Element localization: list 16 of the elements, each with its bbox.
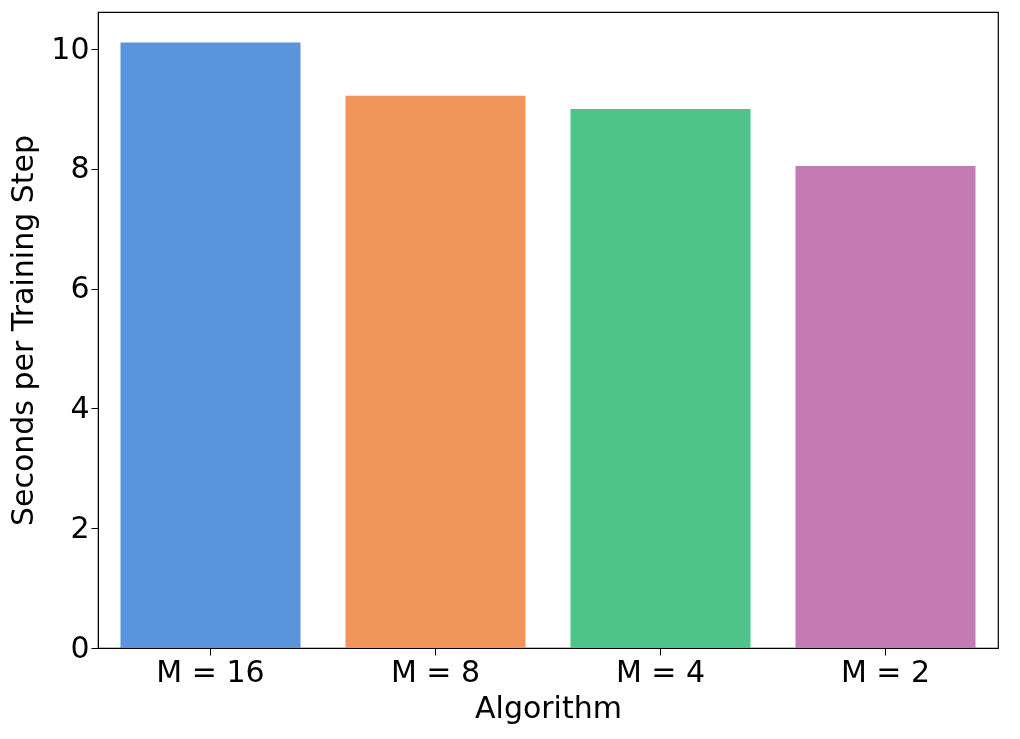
x-tick-label: M = 8 (390, 653, 481, 689)
y-tick-label: 6 (70, 270, 90, 306)
y-tick-label: 4 (70, 389, 90, 425)
y-tick-label: 10 (51, 30, 90, 66)
y-tick-label: 2 (70, 509, 90, 545)
bar (120, 42, 301, 648)
bar (795, 165, 976, 648)
x-tick-label: M = 16 (156, 653, 265, 689)
x-tick-label: M = 2 (840, 653, 931, 689)
x-axis-title: Algorithm (475, 689, 622, 725)
y-tick-label: 0 (70, 629, 90, 665)
bar (345, 95, 526, 648)
y-tick-label: 8 (70, 150, 90, 186)
y-axis-title: Seconds per Training Step (5, 134, 41, 527)
bar (570, 109, 751, 648)
x-tick-label: M = 4 (615, 653, 706, 689)
